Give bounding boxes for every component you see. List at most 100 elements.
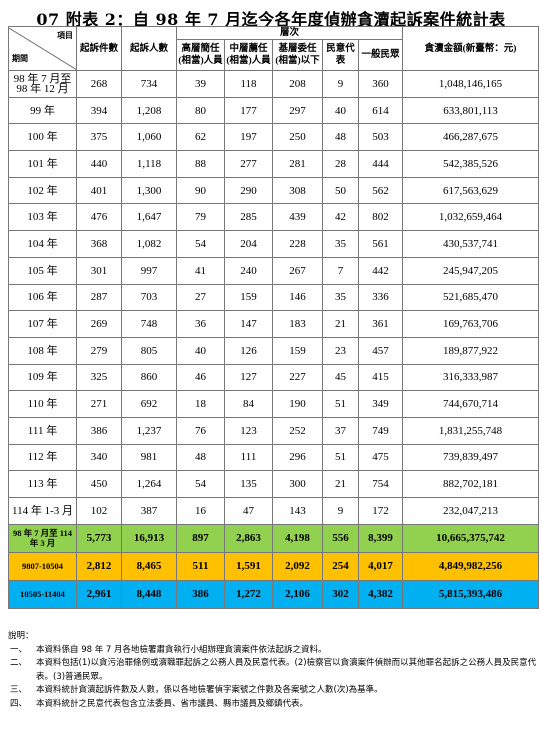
mid-level-cell: 47: [224, 497, 273, 525]
summary-row: 9807-10504 2,812 8,465 511 1,591 2,092 254 4,01…: [8, 551, 540, 581]
period-cell: 106 年: [8, 283, 77, 312]
representatives-cell: 23: [322, 336, 359, 365]
amount-cell: 744,670,714: [402, 390, 540, 418]
summary-row: 98 年 7 月至 114 年 3 月 5,773 16,913 897 2,863 4,…: [8, 523, 540, 553]
period-cell: 113 年: [8, 470, 77, 498]
representatives-cell: 28: [322, 150, 359, 178]
high-level-cell: 54: [176, 470, 225, 498]
period-cell: 111 年: [8, 416, 77, 445]
notes-list: 一、 本資料係自 98 年 7 月各地檢署肅貪執行小組辦理貪瀆案件依法起訴之資料。…: [8, 644, 538, 712]
amount-cell: 189,877,922: [402, 336, 540, 365]
note-number: 一、: [10, 644, 28, 655]
base-level-cell: 227: [272, 363, 323, 392]
amount-cell: 316,333,987: [402, 363, 540, 392]
persons-cell: 1,647: [121, 203, 177, 232]
corner-header-period: 期間: [12, 53, 28, 63]
corner-header-cell: 項目 期間: [8, 26, 77, 71]
civilians-cell: 562: [357, 176, 404, 205]
cases-cell: 440: [76, 150, 122, 178]
amount-cell: 633,801,113: [402, 96, 540, 125]
high-level-cell: 79: [176, 203, 225, 232]
amount-cell: 617,563,629: [402, 176, 540, 205]
table-row: 102 年 401 1,300 90 290 308 50 562 617,563,629: [8, 176, 540, 205]
header-amount: 貪瀆金額(新臺幣：元): [402, 26, 540, 71]
table-row: 98 年 7 月至 98 年 12 月 268 734 39 118 208 9 360 1,0…: [8, 70, 540, 98]
high-level-cell: 54: [176, 230, 225, 258]
table-body: 98 年 7 月至 98 年 12 月 268 734 39 118 208 9 360 1,0…: [8, 70, 540, 609]
cases-cell: 368: [76, 230, 122, 258]
civilians-cell: 503: [357, 123, 404, 152]
mid-level-cell: 118: [224, 70, 273, 98]
page-title: 07 附表 2：自 98 年 7 月迄今各年度偵辦貪瀆起訴案件統計表: [36, 10, 506, 29]
mid-level-cell: 285: [224, 203, 273, 232]
note-text: 本資料包括(1)以貪污治罪條例或瀆職罪起訴之公務人員及民意代表。(2)檢察官以貪…: [36, 658, 537, 682]
summary-representatives-cell: 254: [322, 551, 359, 581]
high-level-cell: 39: [176, 70, 225, 98]
period-cell: 99 年: [8, 96, 77, 125]
representatives-cell: 48: [322, 123, 359, 152]
base-level-cell: 439: [272, 203, 323, 232]
summary-cases-cell: 2,812: [76, 551, 122, 581]
persons-cell: 860: [121, 363, 177, 392]
base-level-cell: 183: [272, 310, 323, 338]
high-level-cell: 27: [176, 283, 225, 312]
base-level-cell: 208: [272, 70, 323, 98]
note-number: 二、: [10, 658, 28, 668]
header-mid-level: 中層薦任(相當)人員: [224, 39, 273, 71]
summary-high-level-cell: 386: [176, 579, 225, 609]
summary-period-cell: 98 年 7 月至 114 年 3 月: [8, 523, 77, 553]
base-level-cell: 228: [272, 230, 323, 258]
table-row: 110 年 271 692 18 84 190 51 349 744,670,714: [8, 390, 540, 418]
summary-base-level-cell: 4,198: [272, 523, 323, 553]
base-level-cell: 143: [272, 497, 323, 525]
high-level-cell: 48: [176, 443, 225, 472]
header-representatives: 民意代表: [322, 39, 359, 71]
mid-level-cell: 177: [224, 96, 273, 125]
base-level-cell: 250: [272, 123, 323, 152]
summary-civilians-cell: 4,382: [357, 579, 404, 609]
representatives-cell: 35: [322, 230, 359, 258]
note-item: 三、 本資料統計貪瀆起訴件數及人數，係以各地檢署偵字案號之件數及各案號之人數(次)…: [8, 684, 538, 698]
header-base-level: 基層委任(相當)以下: [272, 39, 323, 71]
period-cell: 107 年: [8, 310, 77, 338]
mid-level-cell: 111: [224, 443, 273, 472]
summary-cases-cell: 2,961: [76, 579, 122, 609]
summary-representatives-cell: 556: [322, 523, 359, 553]
representatives-cell: 7: [322, 256, 359, 285]
summary-amount-cell: 10,665,375,742: [402, 523, 540, 553]
table-row: 111 年 386 1,237 76 123 252 37 749 1,831,255,748: [8, 416, 540, 445]
cases-cell: 301: [76, 256, 122, 285]
amount-cell: 245,947,205: [402, 256, 540, 285]
mid-level-cell: 197: [224, 123, 273, 152]
table-row: 99 年 394 1,208 80 177 297 40 614 633,801,113: [8, 96, 540, 125]
header-high-level: 高層簡任(相當)人員: [176, 39, 225, 71]
base-level-cell: 159: [272, 336, 323, 365]
cases-cell: 375: [76, 123, 122, 152]
cases-cell: 271: [76, 390, 122, 418]
representatives-cell: 35: [322, 283, 359, 312]
period-cell: 109 年: [8, 363, 77, 392]
note-text: 本資料統計貪瀆起訴件數及人數，係以各地檢署偵字案號之件數及各案號之人數(次)為基…: [36, 685, 383, 695]
persons-cell: 387: [121, 497, 177, 525]
summary-mid-level-cell: 1,591: [224, 551, 273, 581]
civilians-cell: 561: [357, 230, 404, 258]
mid-level-cell: 126: [224, 336, 273, 365]
corner-header-item: 項目: [57, 30, 73, 40]
table-row: 104 年 368 1,082 54 204 228 35 561 430,537,741: [8, 230, 540, 258]
mid-level-cell: 204: [224, 230, 273, 258]
mid-level-cell: 135: [224, 470, 273, 498]
diagonal-divider: [9, 27, 77, 70]
persons-cell: 703: [121, 283, 177, 312]
representatives-cell: 9: [322, 70, 359, 98]
table-row: 103 年 476 1,647 79 285 439 42 802 1,032,659,464: [8, 203, 540, 232]
persons-cell: 1,208: [121, 96, 177, 125]
persons-cell: 1,082: [121, 230, 177, 258]
amount-cell: 430,537,741: [402, 230, 540, 258]
table-row: 109 年 325 860 46 127 227 45 415 316,333,987: [8, 363, 540, 392]
persons-cell: 1,060: [121, 123, 177, 152]
cases-cell: 476: [76, 203, 122, 232]
summary-row: 10505-11404 2,961 8,448 386 1,272 2,106 302 4,3…: [8, 579, 540, 609]
summary-base-level-cell: 2,092: [272, 551, 323, 581]
period-cell: 108 年: [8, 336, 77, 365]
civilians-cell: 444: [357, 150, 404, 178]
